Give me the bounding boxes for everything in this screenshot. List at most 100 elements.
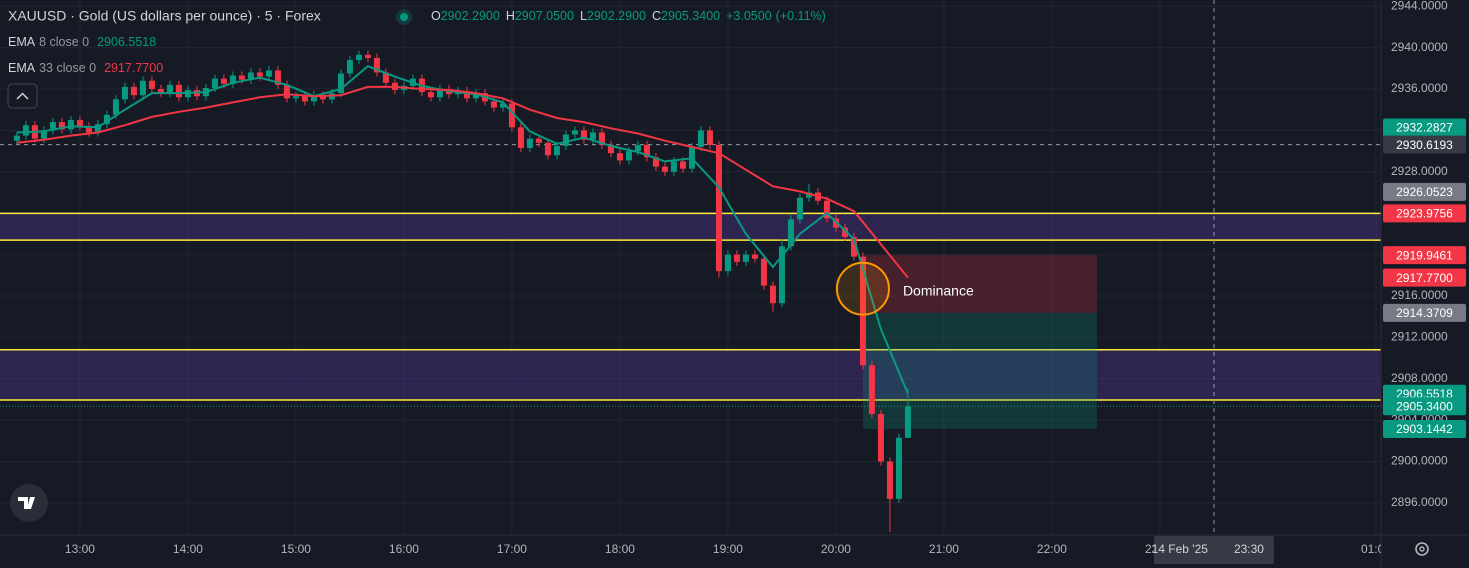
- candle-body: [274, 70, 281, 85]
- candle-body: [256, 72, 263, 77]
- y-tick-label: 2916.0000: [1391, 288, 1448, 302]
- candle-body: [643, 144, 650, 158]
- candle-body: [715, 144, 722, 272]
- price-tag: [1383, 268, 1466, 287]
- candle-body: [796, 197, 803, 220]
- price-tag: [1383, 118, 1466, 137]
- crosshair-date: 14 Feb '25: [1152, 542, 1209, 556]
- candle-body: [499, 103, 506, 108]
- candle-body: [706, 130, 713, 145]
- candle-body: [265, 70, 272, 77]
- candle-body: [778, 246, 785, 304]
- candle-body: [238, 75, 245, 80]
- candle-body: [625, 151, 632, 161]
- indicator-name: EMA: [8, 61, 36, 75]
- candle-body: [769, 285, 776, 304]
- candle-body: [292, 96, 299, 99]
- zone: [0, 349, 1381, 400]
- price-tag: [1383, 397, 1466, 416]
- symbol-title[interactable]: XAUUSD · Gold (US dollars per ounce) · 5…: [8, 8, 321, 24]
- candle-body: [382, 72, 389, 83]
- candle-body: [310, 95, 317, 102]
- candle-body: [373, 57, 380, 73]
- candle-body: [823, 200, 830, 219]
- settings-icon: [1419, 546, 1425, 552]
- price-tag-label: 2919.9461: [1396, 248, 1453, 262]
- candle-body: [841, 227, 848, 237]
- time-axis: 13:00 14:00 15:00 16:00 17:00 18:00 19:00 20:00…: [65, 536, 1391, 564]
- candle-body: [67, 120, 74, 130]
- candle-body: [229, 75, 236, 84]
- logo-mark: [18, 497, 35, 509]
- candle-body: [157, 88, 164, 94]
- candle-body: [877, 413, 884, 462]
- candle-body: [850, 236, 857, 257]
- candle-body: [337, 73, 344, 94]
- price-tag-label: 2923.9756: [1396, 207, 1453, 221]
- price-tag-label: 2903.1442: [1396, 422, 1453, 436]
- candle-body: [463, 91, 470, 99]
- indicator-params: 33 close 0: [39, 61, 96, 75]
- x-tick-label: 01:00: [1361, 542, 1391, 556]
- candle-body: [895, 437, 902, 499]
- candle-body: [751, 254, 758, 259]
- candle-body: [22, 125, 29, 136]
- y-tick-label: 2944.0000: [1391, 0, 1448, 12]
- candle-body: [139, 80, 146, 96]
- candle-body: [130, 86, 137, 96]
- x-tick-label: 19:00: [713, 542, 743, 556]
- candle-body: [166, 84, 173, 94]
- candle-body: [49, 122, 56, 131]
- candle-body: [319, 95, 326, 100]
- x-tick-label: 13:00: [65, 542, 95, 556]
- candle-body: [553, 145, 560, 156]
- stop-area: [862, 255, 1097, 313]
- zone: [0, 213, 1381, 241]
- x-tick-label: 14:00: [173, 542, 203, 556]
- ema-line: [16, 85, 909, 279]
- crosshair-time-tag: [1153, 536, 1274, 564]
- candle-body: [859, 256, 866, 366]
- candle-body: [670, 161, 677, 172]
- candle-body: [634, 144, 641, 152]
- candle-body: [724, 254, 731, 272]
- candle-body: [283, 84, 290, 99]
- candle-body: [85, 126, 92, 133]
- collapse-icon: [16, 92, 29, 100]
- target-area: [862, 312, 1097, 429]
- collapse-button[interactable]: [7, 83, 38, 109]
- candle-body: [121, 86, 128, 100]
- ema-line: [16, 65, 909, 395]
- candle-body: [598, 132, 605, 145]
- candle-body: [175, 84, 182, 98]
- candle-body: [652, 157, 659, 167]
- candle-body: [661, 166, 668, 172]
- change: +3.0500: [726, 9, 772, 23]
- candle-body: [94, 124, 101, 133]
- indicator-name: EMA: [8, 35, 36, 49]
- candle-body: [148, 80, 155, 89]
- price-tag-label: 2930.6193: [1396, 138, 1453, 152]
- candle-body: [535, 138, 542, 143]
- market-status-dot: [400, 13, 408, 21]
- x-tick-label: 16:00: [389, 542, 419, 556]
- price-tag: [1383, 419, 1466, 438]
- indicator-legend[interactable]: EMA 33 close 0 2917.7700: [8, 61, 163, 75]
- candle-body: [742, 254, 749, 262]
- candle-body: [868, 365, 875, 414]
- candle-body: [490, 101, 497, 108]
- price-axis: 2896.00002900.00002904.00002908.00002912…: [1383, 0, 1466, 509]
- candle-body: [472, 93, 479, 99]
- candle-body: [40, 130, 47, 139]
- y-tick-label: 2900.0000: [1391, 454, 1448, 468]
- settings-button[interactable]: [1415, 542, 1429, 556]
- candle-body: [733, 254, 740, 262]
- ohlc-key: O: [431, 9, 441, 23]
- indicator-legend[interactable]: EMA 8 close 0 2906.5518: [8, 35, 156, 49]
- candle-body: [886, 461, 893, 499]
- x-tick-label: 22:00: [1037, 542, 1067, 556]
- candle-body: [436, 88, 443, 98]
- candle-body: [346, 60, 353, 74]
- candle-body: [364, 54, 371, 58]
